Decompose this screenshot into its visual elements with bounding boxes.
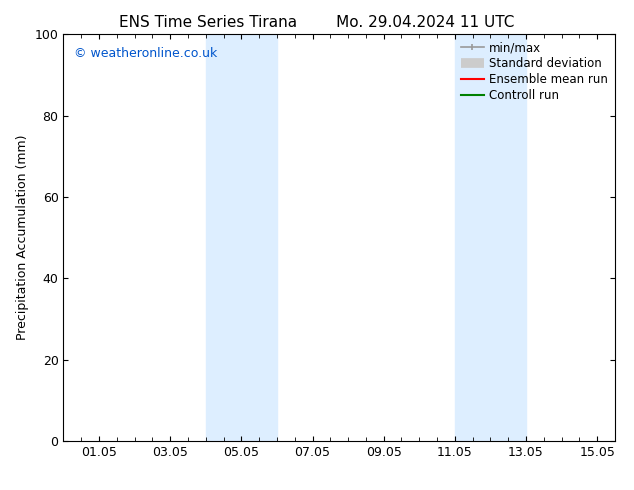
Bar [206,34,277,441]
Bar [455,34,526,441]
Legend: min/max, Standard deviation, Ensemble mean run, Controll run: min/max, Standard deviation, Ensemble me… [457,38,611,106]
Text: © weatheronline.co.uk: © weatheronline.co.uk [74,47,217,59]
Y-axis label: Precipitation Accumulation (mm): Precipitation Accumulation (mm) [16,135,29,341]
Text: ENS Time Series Tirana        Mo. 29.04.2024 11 UTC: ENS Time Series Tirana Mo. 29.04.2024 11… [119,15,515,30]
